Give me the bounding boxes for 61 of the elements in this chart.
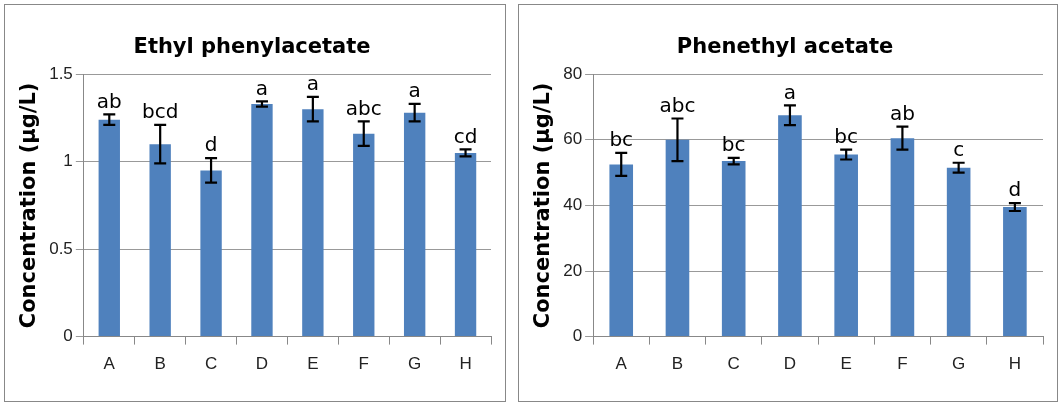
- annotation: c: [953, 136, 965, 161]
- annotation: cd: [453, 123, 478, 148]
- y-tick-label: 0.5: [49, 238, 73, 258]
- x-tick-label: H: [459, 354, 472, 374]
- bar: [200, 170, 222, 337]
- annotation: d: [204, 132, 218, 157]
- x-tick-label: A: [103, 354, 116, 374]
- bar: [778, 115, 802, 337]
- x-tick-label: F: [897, 354, 908, 374]
- bar: [721, 161, 746, 337]
- annotation: bc: [721, 132, 746, 157]
- y-tick-label: 0: [63, 326, 73, 346]
- x-tick-label: B: [154, 354, 166, 374]
- bar: [1003, 207, 1027, 337]
- x-tick-label: C: [204, 354, 218, 374]
- x-tick-label: B: [671, 354, 684, 374]
- y-tick-label: 1.5: [49, 63, 73, 83]
- bar: [251, 103, 273, 337]
- y-axis-title: Concentration (μg/L): [530, 82, 555, 329]
- bar: [665, 139, 690, 337]
- annotation: a: [408, 78, 421, 103]
- bar: [403, 112, 426, 337]
- bar: [946, 167, 971, 337]
- annotation: bcd: [141, 99, 179, 124]
- bar: [890, 138, 915, 337]
- x-tick-label: H: [1008, 354, 1022, 374]
- annotation: a: [255, 75, 269, 100]
- y-tick-label: 20: [563, 260, 583, 280]
- y-axis-title: Concentration (μg/L): [16, 82, 41, 329]
- x-tick-label: G: [408, 354, 422, 374]
- x-tick-label: C: [727, 354, 740, 374]
- annotation: a: [306, 71, 319, 96]
- bar: [834, 154, 858, 337]
- y-tick-label: 80: [563, 63, 583, 83]
- chart-title: Ethyl phenylacetate: [133, 34, 371, 59]
- bar: [302, 109, 324, 337]
- x-tick-label: E: [307, 354, 319, 374]
- x-tick-label: G: [952, 354, 966, 374]
- annotation: bc: [834, 123, 859, 148]
- bar: [98, 119, 120, 337]
- chart-title: Phenethyl acetate: [676, 34, 894, 59]
- y-tick-label: 60: [563, 129, 583, 149]
- annotation: ab: [96, 88, 122, 113]
- annotation: abc: [345, 95, 382, 120]
- y-tick-label: 0: [572, 326, 583, 346]
- bar: [454, 152, 477, 337]
- x-tick-label: F: [358, 354, 369, 374]
- y-tick-label: 1: [63, 151, 73, 171]
- x-tick-label: D: [255, 354, 269, 374]
- x-tick-label: E: [840, 354, 852, 374]
- annotation: abc: [659, 92, 696, 117]
- y-tick-label: 40: [563, 195, 583, 215]
- bar: [353, 133, 375, 337]
- annotation: d: [1008, 177, 1022, 202]
- bar: [149, 144, 171, 337]
- x-tick-label: A: [615, 354, 628, 374]
- annotation: bc: [609, 127, 634, 152]
- x-tick-label: D: [783, 354, 797, 374]
- bar: [609, 164, 634, 337]
- annotation: ab: [889, 100, 915, 125]
- annotation: a: [783, 79, 797, 104]
